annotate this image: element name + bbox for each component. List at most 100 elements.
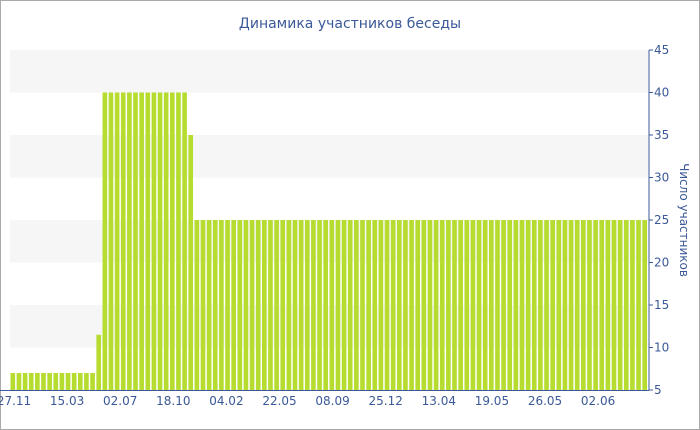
bar (219, 220, 224, 390)
bar (194, 220, 200, 390)
y-axis: 5 10 15 20 25 30 35 40 45 (648, 43, 669, 397)
bar (501, 220, 506, 390)
bar (587, 220, 592, 390)
x-tick-label: 18.10 (156, 394, 190, 408)
bar (439, 220, 445, 390)
bar (47, 373, 52, 390)
bar (206, 220, 212, 390)
y-tick-label: 20 (654, 256, 669, 270)
bar (593, 220, 598, 390)
bar (35, 373, 40, 390)
bar (525, 220, 531, 390)
bar (268, 220, 273, 390)
bar (292, 220, 298, 390)
bar (611, 220, 617, 390)
chart-title: Динамика участников беседы (239, 16, 461, 32)
bar (630, 220, 635, 390)
bar (415, 220, 421, 390)
bar (53, 373, 59, 390)
bar (182, 92, 187, 390)
bar (41, 373, 46, 390)
bar (90, 373, 95, 390)
bar (531, 220, 537, 390)
bar (556, 220, 562, 390)
y-tick-label: 40 (654, 86, 669, 100)
x-tick-label: 27.11 (0, 394, 31, 408)
bar (212, 220, 218, 390)
bar (280, 220, 286, 390)
x-tick-label: 02.06 (581, 394, 615, 408)
bar (176, 92, 181, 390)
bar (403, 220, 408, 390)
x-axis: 27.11 15.03 02.07 18.10 04.02 22.05 08.09 25.12… (0, 390, 649, 408)
bar (562, 220, 568, 390)
bar (304, 220, 310, 390)
bar (114, 92, 120, 390)
bar (16, 373, 22, 390)
bar (421, 220, 427, 390)
bar (581, 220, 586, 390)
bar (255, 220, 261, 390)
bar (84, 373, 89, 390)
y-tick-label: 10 (654, 341, 669, 355)
x-tick-label: 08.09 (315, 394, 349, 408)
bar (329, 220, 335, 390)
bar (642, 220, 647, 390)
x-tick-label: 13.04 (422, 394, 456, 408)
bar (170, 92, 175, 390)
bar (127, 92, 132, 390)
x-tick-label: 19.05 (475, 394, 509, 408)
bar (200, 220, 206, 390)
bar (311, 220, 316, 390)
bar (495, 220, 500, 390)
bars (10, 92, 647, 390)
bar (347, 220, 353, 390)
bar (96, 334, 102, 390)
bar (274, 220, 279, 390)
bar (538, 220, 543, 390)
bar (262, 220, 267, 390)
bar (519, 220, 525, 390)
bar (458, 220, 463, 390)
bar (599, 220, 605, 390)
bar (390, 220, 396, 390)
bar (139, 92, 144, 390)
bar (249, 220, 255, 390)
bar (317, 220, 322, 390)
bar (489, 220, 494, 390)
bar (605, 220, 611, 390)
bar (354, 220, 359, 390)
bar (243, 220, 249, 390)
bar (396, 220, 402, 390)
bar (163, 92, 169, 390)
bar (452, 220, 457, 390)
bar (323, 220, 328, 390)
bar (108, 92, 114, 390)
bar (550, 220, 555, 390)
bar (409, 220, 414, 390)
y-tick-label: 30 (654, 171, 669, 185)
bar (366, 220, 371, 390)
bar (10, 373, 16, 390)
bar (433, 220, 439, 390)
bar (341, 220, 347, 390)
bar (77, 373, 83, 390)
x-tick-label: 25.12 (369, 394, 403, 408)
bar (65, 373, 71, 390)
bar (145, 92, 151, 390)
bar (378, 220, 384, 390)
bar (623, 220, 629, 390)
bar (22, 373, 28, 390)
bar (102, 92, 108, 390)
bar (360, 220, 365, 390)
bar (384, 220, 390, 390)
bar (617, 220, 623, 390)
bar (446, 220, 451, 390)
bar (237, 220, 243, 390)
y-tick-label: 5 (654, 383, 662, 397)
y-tick-label: 45 (654, 43, 669, 57)
bar (71, 373, 77, 390)
bar (636, 220, 641, 390)
bar (188, 135, 194, 390)
